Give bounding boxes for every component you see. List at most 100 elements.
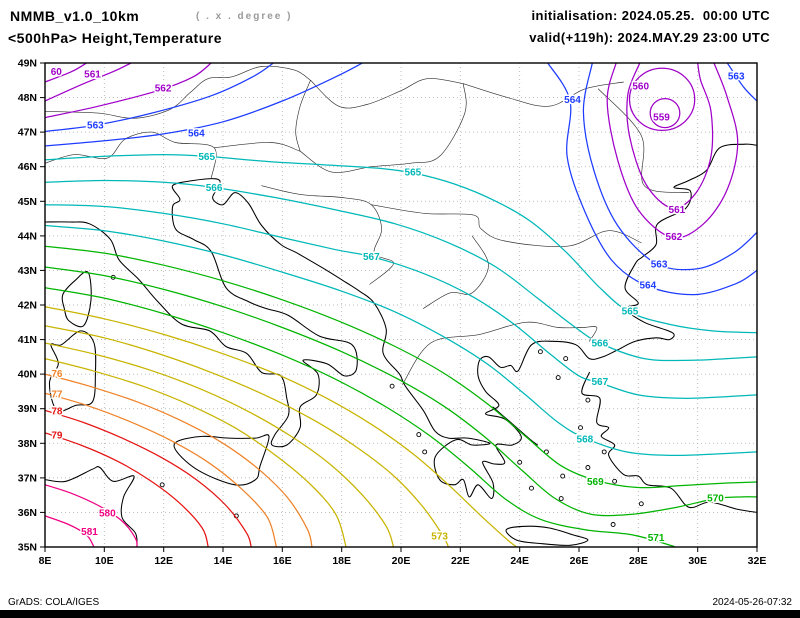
- coastline: [505, 525, 589, 546]
- contour-label: 568: [577, 435, 594, 446]
- coastline: [173, 434, 270, 486]
- axis-label-lat: 44N: [18, 230, 37, 242]
- contour-line: [45, 392, 278, 547]
- axis-label-lat: 48N: [18, 92, 37, 104]
- coastline: [45, 466, 138, 547]
- contour-line: [45, 515, 95, 547]
- contour-label: 564: [188, 128, 205, 139]
- country-border: [402, 321, 598, 385]
- island: [558, 496, 564, 502]
- contour-label: 564: [564, 95, 581, 106]
- contour-line: [582, 63, 757, 271]
- contour-label: 77: [51, 389, 63, 400]
- contour-label: 573: [431, 531, 448, 542]
- contour-label: 78: [51, 407, 63, 418]
- model-name: NMMB_v1.0_10km: [10, 8, 140, 24]
- axis-label-lon: 18E: [332, 555, 351, 567]
- contour-label-layer: 60 561 562 563 564 565 565 565 566 566 567 567 568 56…: [49, 65, 746, 545]
- contour-label: 561: [669, 205, 686, 216]
- contour-line: [45, 409, 252, 547]
- country-border: [299, 83, 467, 173]
- island: [422, 449, 428, 455]
- grads-credit: GrADS: COLA/IGES: [8, 597, 100, 608]
- axis-label-lon: 32E: [748, 555, 767, 567]
- contour-label: 569: [587, 477, 604, 488]
- axis-label-lat: 41N: [18, 334, 37, 346]
- axis-label-lon: 28E: [629, 555, 648, 567]
- contour-line: [45, 179, 757, 362]
- island: [563, 356, 569, 362]
- borders-layer: [45, 65, 690, 385]
- island: [517, 459, 523, 465]
- contour-line: [628, 67, 696, 132]
- grid-resolution-note: ( . x . degree ): [196, 11, 293, 22]
- axis-label-lat: 39N: [18, 403, 37, 415]
- contour-label: 79: [51, 431, 63, 442]
- country-border: [422, 235, 489, 309]
- contour-line: [45, 204, 757, 399]
- initialisation-time: initialisation: 2024.05.25. 00:00 UTC: [531, 8, 770, 23]
- contour-line: [45, 153, 757, 334]
- field-title: <500hPa> Height,Temperature: [8, 30, 222, 46]
- coastline: [492, 406, 539, 446]
- contour-line: [649, 97, 681, 129]
- coastline: [48, 330, 97, 412]
- contour-label: 567: [591, 377, 608, 388]
- island: [610, 522, 616, 527]
- contour-label: 566: [591, 339, 608, 350]
- contour-label: 570: [707, 493, 724, 504]
- contour-line: [45, 245, 757, 489]
- contour-label: 562: [666, 232, 683, 243]
- contour-label: 571: [648, 533, 665, 544]
- contour-line: [45, 484, 138, 547]
- grid-lines: [45, 63, 757, 547]
- contour-line: [626, 63, 714, 209]
- contour-line: [45, 63, 275, 133]
- contour-line: [547, 63, 757, 296]
- axis-label-lon: 14E: [214, 555, 233, 567]
- contour-label: 562: [155, 83, 172, 94]
- contour-line: [45, 63, 364, 147]
- contour-line: [726, 63, 757, 102]
- contour-line: [45, 224, 757, 457]
- country-border: [295, 79, 311, 152]
- contour-label: 563: [651, 260, 668, 271]
- country-border: [261, 185, 394, 285]
- contour-label: 561: [84, 70, 101, 81]
- contour-line: [45, 266, 757, 517]
- geography-layer: [45, 65, 757, 547]
- contour-line: [45, 287, 675, 547]
- contour-label: 563: [728, 72, 745, 83]
- contour-line: [45, 63, 88, 83]
- axis-label-lon: 22E: [451, 555, 470, 567]
- contour-line: [45, 432, 209, 547]
- bottom-bar: [0, 610, 800, 618]
- axis-label-lon: 16E: [273, 555, 292, 567]
- axis-label-lat: 36N: [18, 507, 37, 519]
- island: [578, 425, 583, 431]
- contour-line: [45, 357, 347, 547]
- plot-area: 60 561 562 563 564 565 565 565 566 566 567 567 568 56…: [18, 58, 767, 568]
- axis-label-lon: 26E: [570, 555, 589, 567]
- contour-label: 60: [51, 67, 63, 78]
- axis-layer: 49N 48N 47N 46N 45N 44N 43N 42N 41N 40N 39N 38N 37N 3…: [18, 58, 767, 568]
- axis-label-lat: 45N: [18, 196, 37, 208]
- axis-label-lon: 24E: [510, 555, 529, 567]
- island: [389, 383, 395, 389]
- axis-label-lon: 12E: [154, 555, 173, 567]
- country-border: [370, 204, 642, 247]
- contour-label: 565: [198, 152, 215, 163]
- island: [585, 397, 591, 403]
- axis-label-lat: 47N: [18, 127, 37, 139]
- island: [529, 485, 534, 491]
- axis-label-lon: 10E: [95, 555, 114, 567]
- valid-time: valid(+119h): 2024.MAY.29 23:00 UTC: [529, 30, 770, 45]
- contour-line: [45, 373, 313, 547]
- coastline: [61, 270, 92, 328]
- island: [612, 478, 618, 484]
- axis-label-lon: 30E: [688, 555, 707, 567]
- map-plot: 60 561 562 563 564 565 565 565 566 566 567 567 568 56…: [18, 58, 767, 568]
- country-border: [45, 65, 311, 119]
- island: [585, 465, 591, 470]
